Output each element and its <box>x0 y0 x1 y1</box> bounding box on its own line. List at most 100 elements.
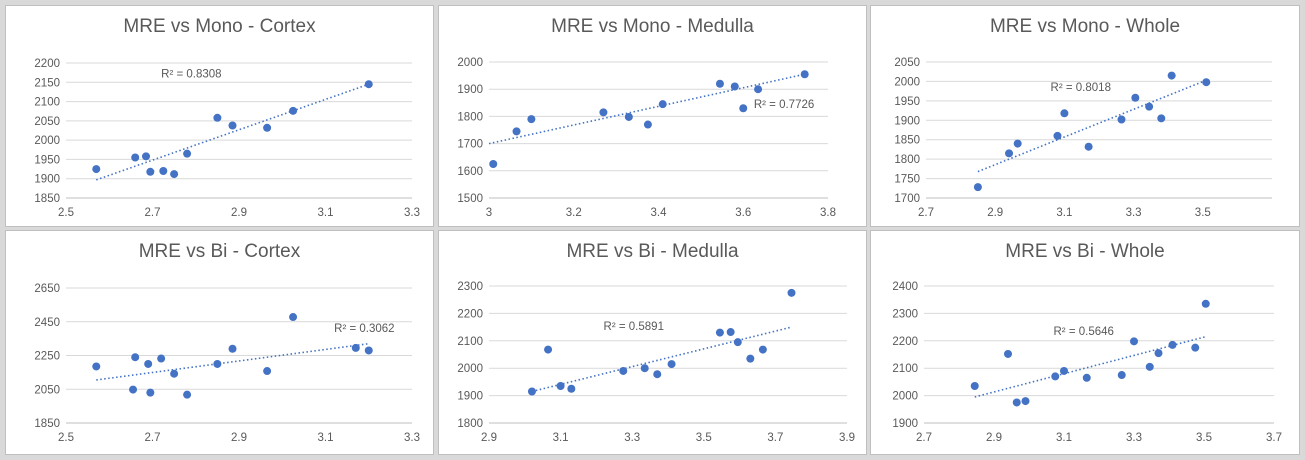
y-tick-label: 1850 <box>894 135 920 147</box>
data-point <box>131 353 140 362</box>
x-tick-label: 3.1 <box>318 207 334 219</box>
data-point <box>556 382 565 391</box>
y-tick-label: 1900 <box>457 391 483 403</box>
y-tick-label: 1750 <box>894 174 920 186</box>
data-point <box>157 354 166 363</box>
x-tick-label: 2.5 <box>58 432 74 444</box>
r-squared-label: R² = 0.8018 <box>1051 82 1111 94</box>
y-tick-label: 1600 <box>457 166 483 178</box>
x-tick-label: 3 <box>486 207 492 219</box>
y-tick-label: 2650 <box>34 283 60 295</box>
y-tick-label: 2300 <box>457 281 483 293</box>
data-point <box>170 170 179 179</box>
y-tick-label: 2200 <box>892 336 918 348</box>
scatter-plot: 1900 2000 2100 2200 2300 2400 2.7 2.9 3.1 3.3 3.5 3… <box>892 281 1282 444</box>
y-tick-label: 1850 <box>34 418 60 430</box>
data-point <box>228 344 237 353</box>
data-point <box>1084 142 1093 151</box>
chart-title: MRE vs Mono - Whole <box>989 16 1181 37</box>
data-point <box>1154 349 1163 358</box>
data-point <box>1117 115 1126 124</box>
data-point <box>364 80 373 89</box>
x-tick-label: 2.5 <box>58 207 74 219</box>
y-tick-label: 1900 <box>894 115 920 127</box>
data-point <box>640 364 649 373</box>
x-tick-label: 3.7 <box>767 432 783 444</box>
data-point <box>733 338 742 347</box>
data-point <box>1145 362 1154 371</box>
y-tick-label: 1900 <box>457 84 483 96</box>
data-point <box>1157 114 1166 123</box>
data-point <box>800 70 809 79</box>
data-point <box>131 153 140 162</box>
scatter-plot: 1700 1750 1800 1850 1900 1950 2000 2050 2.7 2.9 3.… <box>894 57 1272 219</box>
x-tick-label: 3.3 <box>404 207 420 219</box>
data-point <box>512 127 521 136</box>
chart-panel: MRE vs Mono - Whole 1700 1750 1800 1850 1900 1… <box>870 5 1300 227</box>
x-tick-label: 3.5 <box>1195 207 1211 219</box>
y-tick-label: 2050 <box>34 384 60 396</box>
data-point <box>746 354 755 363</box>
y-tick-label: 2100 <box>457 336 483 348</box>
y-tick-label: 1800 <box>457 418 483 430</box>
data-point <box>92 165 101 174</box>
y-tick-label: 1850 <box>34 193 60 205</box>
data-point <box>1201 299 1210 308</box>
y-tick-label: 2250 <box>34 351 60 363</box>
y-tick-label: 1900 <box>34 174 60 186</box>
x-tick-label: 2.9 <box>987 207 1003 219</box>
y-tick-label: 2150 <box>34 77 60 89</box>
data-point <box>213 359 222 368</box>
y-tick-label: 2100 <box>892 363 918 375</box>
x-tick-label: 2.9 <box>986 432 1002 444</box>
data-point <box>599 108 608 117</box>
data-point <box>228 121 237 130</box>
x-tick-label: 3.3 <box>1126 207 1142 219</box>
data-point <box>1004 349 1012 358</box>
data-point <box>1191 343 1200 352</box>
x-tick-label: 2.7 <box>918 207 934 219</box>
x-tick-label: 3.1 <box>553 432 569 444</box>
data-point <box>973 183 982 192</box>
r-squared-label: R² = 0.7726 <box>754 99 814 111</box>
x-tick-label: 2.7 <box>145 207 161 219</box>
scatter-plot: 1800 1900 2000 2100 2200 2300 2.9 3.1 3.3 3.5 3.7 3… <box>457 281 855 444</box>
data-point <box>351 343 360 352</box>
y-tick-label: 1500 <box>457 193 483 205</box>
data-point <box>1053 131 1062 140</box>
trendline <box>96 342 369 381</box>
y-tick-label: 2050 <box>34 116 60 128</box>
chart-panel: MRE vs Bi - Whole 1900 2000 2100 2200 2300 240… <box>870 230 1300 455</box>
x-tick-label: 2.9 <box>231 432 247 444</box>
chart-title: MRE vs Bi - Cortex <box>138 241 301 262</box>
data-point <box>1082 373 1091 382</box>
trendline <box>977 79 1207 173</box>
data-point <box>544 345 553 354</box>
x-tick-label: 2.7 <box>145 432 161 444</box>
data-point <box>726 328 735 337</box>
data-point <box>144 359 153 368</box>
x-tick-label: 3.7 <box>1266 432 1282 444</box>
data-point <box>289 106 298 115</box>
scatter-plot: 1500 1600 1700 1800 1900 2000 3 3.2 3.4 3.6 3.8 R² … <box>457 57 836 219</box>
data-point <box>1005 149 1014 158</box>
data-point <box>567 384 576 393</box>
data-point <box>787 288 796 297</box>
data-point <box>1131 93 1140 102</box>
trendline <box>488 73 805 145</box>
chart-title: MRE vs Mono - Medulla <box>551 16 754 37</box>
data-point <box>1167 71 1176 80</box>
x-tick-label: 3.1 <box>1056 207 1072 219</box>
data-point <box>715 79 724 88</box>
data-point <box>263 123 272 132</box>
data-point <box>624 112 633 121</box>
r-squared-label: R² = 0.8308 <box>161 68 221 80</box>
data-point <box>142 152 151 161</box>
data-point <box>289 313 298 322</box>
data-point <box>146 167 155 176</box>
y-tick-label: 2200 <box>457 308 483 320</box>
data-point <box>146 388 155 397</box>
chart-title: MRE vs Bi - Medulla <box>566 241 739 262</box>
data-point <box>1013 139 1022 148</box>
y-tick-label: 1800 <box>894 154 920 166</box>
